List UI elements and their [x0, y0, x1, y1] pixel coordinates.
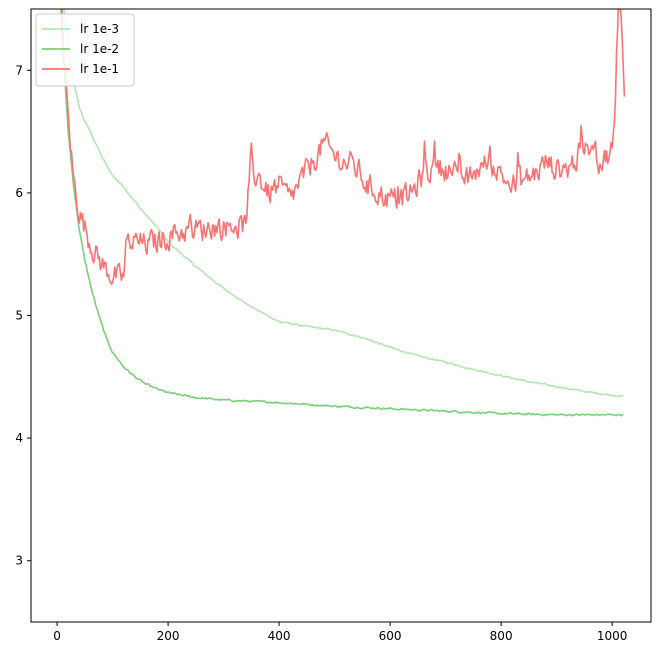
x-tick-label: 400 [268, 629, 291, 643]
x-tick-label: 1000 [597, 629, 628, 643]
y-tick-label: 3 [15, 554, 23, 568]
series-line-2 [60, 9, 624, 417]
series-line-3 [61, 9, 626, 285]
legend: lr 1e-3 lr 1e-2 lr 1e-1 [35, 13, 135, 87]
legend-label: lr 1e-1 [80, 62, 119, 76]
legend-box [35, 13, 135, 87]
legend-label: lr 1e-2 [80, 42, 119, 56]
y-tick-label: 6 [15, 186, 23, 200]
y-tick-label: 5 [15, 309, 23, 323]
y-tick-label: 7 [15, 63, 23, 77]
legend-label: lr 1e-3 [80, 22, 119, 36]
x-tick-label: 600 [379, 629, 402, 643]
x-tick-label: 800 [490, 629, 513, 643]
x-tick-label: 200 [157, 629, 180, 643]
y-tick-label: 4 [15, 431, 23, 445]
y-axis: 3 4 5 6 7 [15, 63, 31, 568]
series-line-1 [63, 9, 624, 398]
x-tick-label: 0 [53, 629, 61, 643]
x-axis: 0 200 400 600 800 1000 [53, 622, 627, 643]
series-layer [60, 9, 626, 417]
